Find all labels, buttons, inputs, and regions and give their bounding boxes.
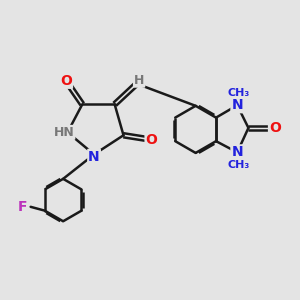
Text: N: N [231, 98, 243, 112]
Text: H: H [134, 74, 144, 87]
Text: N: N [231, 146, 243, 159]
Text: O: O [269, 121, 281, 135]
Text: HN: HN [54, 126, 74, 139]
Text: CH₃: CH₃ [228, 88, 250, 98]
Text: N: N [88, 150, 100, 164]
Text: F: F [18, 200, 27, 214]
Text: O: O [146, 133, 158, 147]
Text: O: O [60, 74, 72, 88]
Text: CH₃: CH₃ [228, 160, 250, 170]
